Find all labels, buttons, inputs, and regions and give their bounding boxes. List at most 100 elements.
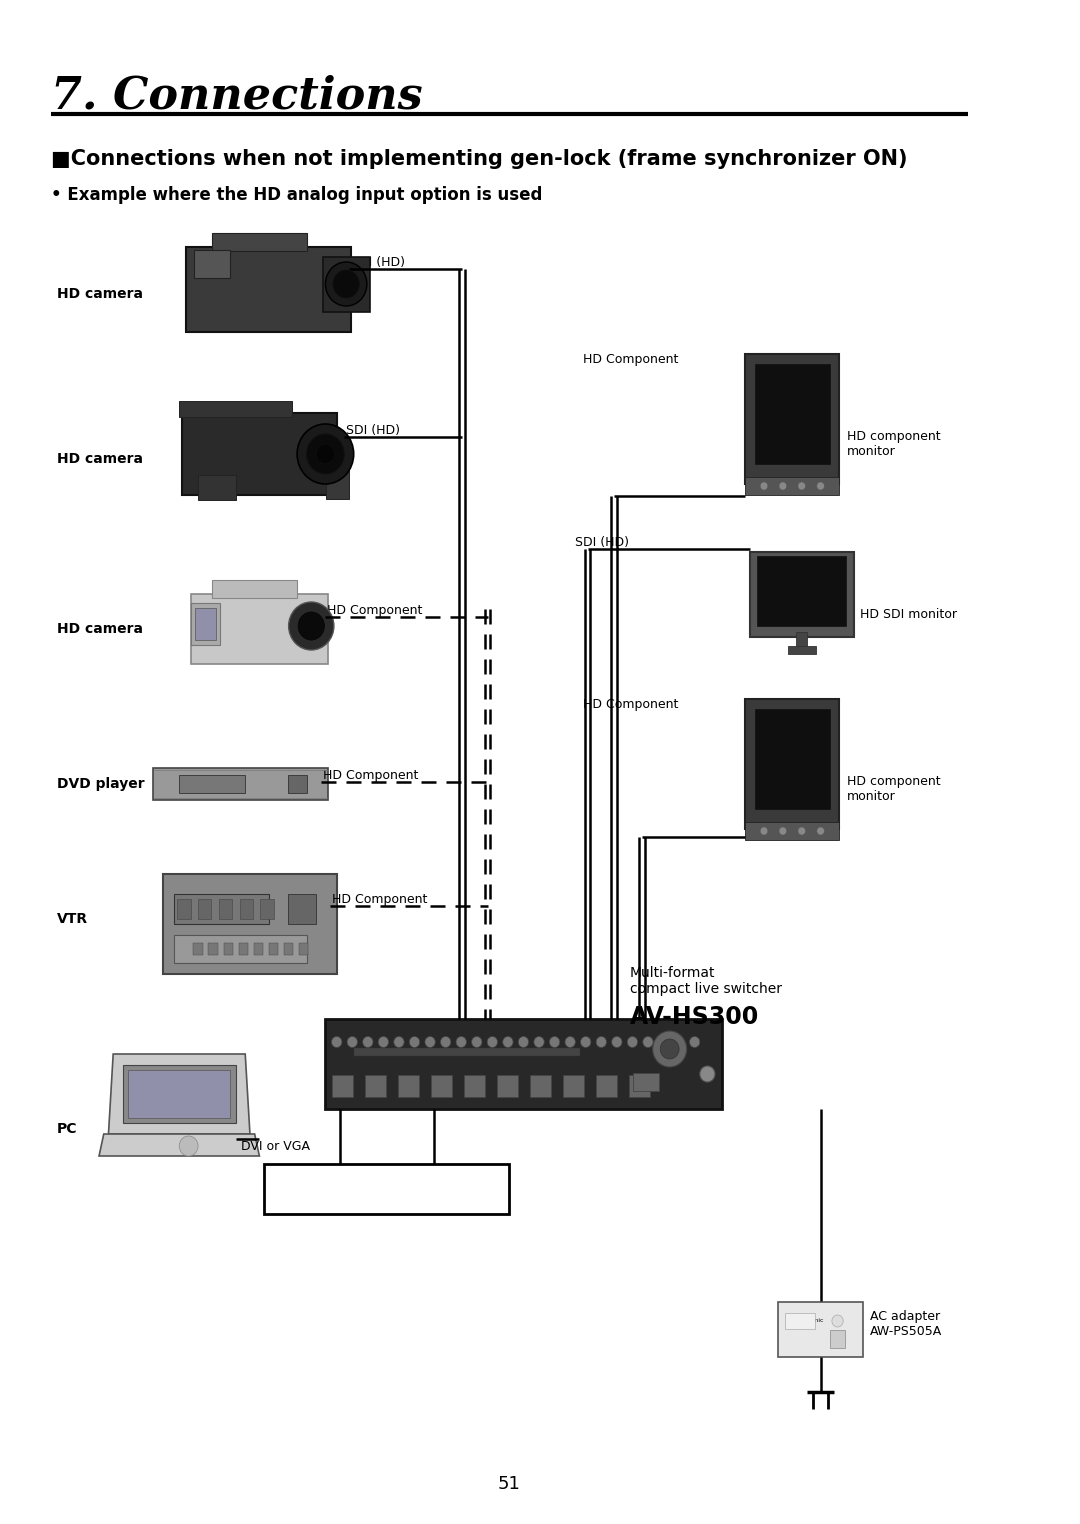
FancyBboxPatch shape xyxy=(787,646,815,654)
FancyBboxPatch shape xyxy=(745,700,839,829)
FancyBboxPatch shape xyxy=(175,895,269,924)
Text: DVD player: DVD player xyxy=(56,777,145,791)
FancyBboxPatch shape xyxy=(198,899,212,919)
FancyBboxPatch shape xyxy=(239,943,248,956)
Circle shape xyxy=(760,828,768,835)
Text: Multi-format
compact live switcher: Multi-format compact live switcher xyxy=(630,966,782,997)
FancyBboxPatch shape xyxy=(287,895,316,924)
Text: HD SDI monitor: HD SDI monitor xyxy=(860,608,957,620)
FancyBboxPatch shape xyxy=(186,247,351,332)
Text: VTR: VTR xyxy=(56,911,87,927)
Text: HD component
monitor: HD component monitor xyxy=(847,776,941,803)
FancyBboxPatch shape xyxy=(530,1074,551,1097)
Text: HD camera: HD camera xyxy=(56,453,143,466)
FancyBboxPatch shape xyxy=(284,943,294,956)
Circle shape xyxy=(487,1036,498,1047)
FancyBboxPatch shape xyxy=(745,821,839,840)
Circle shape xyxy=(581,1036,591,1047)
Circle shape xyxy=(394,1036,404,1047)
FancyBboxPatch shape xyxy=(497,1074,517,1097)
Text: HD Component: HD Component xyxy=(583,698,678,710)
FancyBboxPatch shape xyxy=(287,776,307,792)
Circle shape xyxy=(179,1135,198,1157)
Circle shape xyxy=(441,1036,450,1047)
FancyBboxPatch shape xyxy=(353,1049,580,1056)
Text: • Example where the HD analog input option is used: • Example where the HD analog input opti… xyxy=(51,186,542,204)
Circle shape xyxy=(518,1036,529,1047)
Circle shape xyxy=(472,1036,482,1047)
Circle shape xyxy=(643,1036,653,1047)
Circle shape xyxy=(660,1039,679,1059)
Text: SDI (HD): SDI (HD) xyxy=(351,256,405,268)
FancyBboxPatch shape xyxy=(177,899,190,919)
FancyBboxPatch shape xyxy=(163,873,337,974)
FancyBboxPatch shape xyxy=(212,233,307,251)
Circle shape xyxy=(565,1036,576,1047)
Circle shape xyxy=(550,1036,559,1047)
Circle shape xyxy=(674,1036,685,1047)
FancyBboxPatch shape xyxy=(431,1074,451,1097)
Text: HD Component: HD Component xyxy=(332,893,428,905)
Circle shape xyxy=(288,602,334,651)
FancyBboxPatch shape xyxy=(175,936,307,963)
Circle shape xyxy=(502,1036,513,1047)
Text: HD Component: HD Component xyxy=(323,768,418,782)
FancyBboxPatch shape xyxy=(831,1330,846,1349)
FancyBboxPatch shape xyxy=(265,1164,510,1215)
FancyBboxPatch shape xyxy=(193,943,203,956)
Circle shape xyxy=(297,611,325,642)
Circle shape xyxy=(378,1036,389,1047)
Text: HD Component: HD Component xyxy=(583,352,678,366)
FancyBboxPatch shape xyxy=(179,776,245,792)
FancyBboxPatch shape xyxy=(365,1074,386,1097)
FancyBboxPatch shape xyxy=(153,768,327,800)
Text: HD Component: HD Component xyxy=(327,604,422,617)
Text: DVI or VGA: DVI or VGA xyxy=(241,1140,310,1152)
FancyBboxPatch shape xyxy=(240,899,253,919)
Circle shape xyxy=(409,1036,420,1047)
FancyBboxPatch shape xyxy=(191,604,219,645)
Circle shape xyxy=(832,1315,843,1327)
FancyBboxPatch shape xyxy=(745,477,839,495)
FancyBboxPatch shape xyxy=(269,943,279,956)
FancyBboxPatch shape xyxy=(181,413,337,495)
FancyBboxPatch shape xyxy=(224,943,233,956)
Circle shape xyxy=(700,1065,715,1082)
Circle shape xyxy=(779,828,786,835)
Text: AC adapter
AW-PS505A: AC adapter AW-PS505A xyxy=(869,1311,942,1338)
FancyBboxPatch shape xyxy=(796,632,808,648)
Polygon shape xyxy=(108,1055,249,1134)
FancyBboxPatch shape xyxy=(633,1073,659,1091)
Text: AV-HS300: AV-HS300 xyxy=(630,1004,759,1029)
Circle shape xyxy=(659,1036,669,1047)
Circle shape xyxy=(363,1036,373,1047)
FancyBboxPatch shape xyxy=(755,709,831,809)
FancyBboxPatch shape xyxy=(464,1074,485,1097)
FancyBboxPatch shape xyxy=(785,1314,815,1329)
FancyBboxPatch shape xyxy=(745,354,839,485)
FancyBboxPatch shape xyxy=(299,943,309,956)
Text: Panasonic: Panasonic xyxy=(793,1318,824,1323)
Circle shape xyxy=(333,270,360,299)
Circle shape xyxy=(816,482,824,491)
FancyBboxPatch shape xyxy=(194,250,230,277)
FancyBboxPatch shape xyxy=(219,899,232,919)
FancyBboxPatch shape xyxy=(191,594,327,664)
Circle shape xyxy=(611,1036,622,1047)
Polygon shape xyxy=(99,1134,259,1157)
FancyBboxPatch shape xyxy=(179,401,293,418)
Circle shape xyxy=(316,443,335,463)
Text: Optional HD analog inputs: Optional HD analog inputs xyxy=(264,1180,510,1198)
FancyBboxPatch shape xyxy=(325,1020,721,1109)
Circle shape xyxy=(307,434,345,474)
FancyBboxPatch shape xyxy=(208,943,218,956)
Text: PC: PC xyxy=(56,1122,77,1135)
FancyBboxPatch shape xyxy=(596,1074,617,1097)
Circle shape xyxy=(689,1036,700,1047)
Text: HD camera: HD camera xyxy=(56,622,143,636)
Circle shape xyxy=(534,1036,544,1047)
Circle shape xyxy=(332,1036,342,1047)
Circle shape xyxy=(347,1036,357,1047)
Text: SDI (HD): SDI (HD) xyxy=(347,424,401,436)
Text: 51: 51 xyxy=(498,1475,521,1494)
